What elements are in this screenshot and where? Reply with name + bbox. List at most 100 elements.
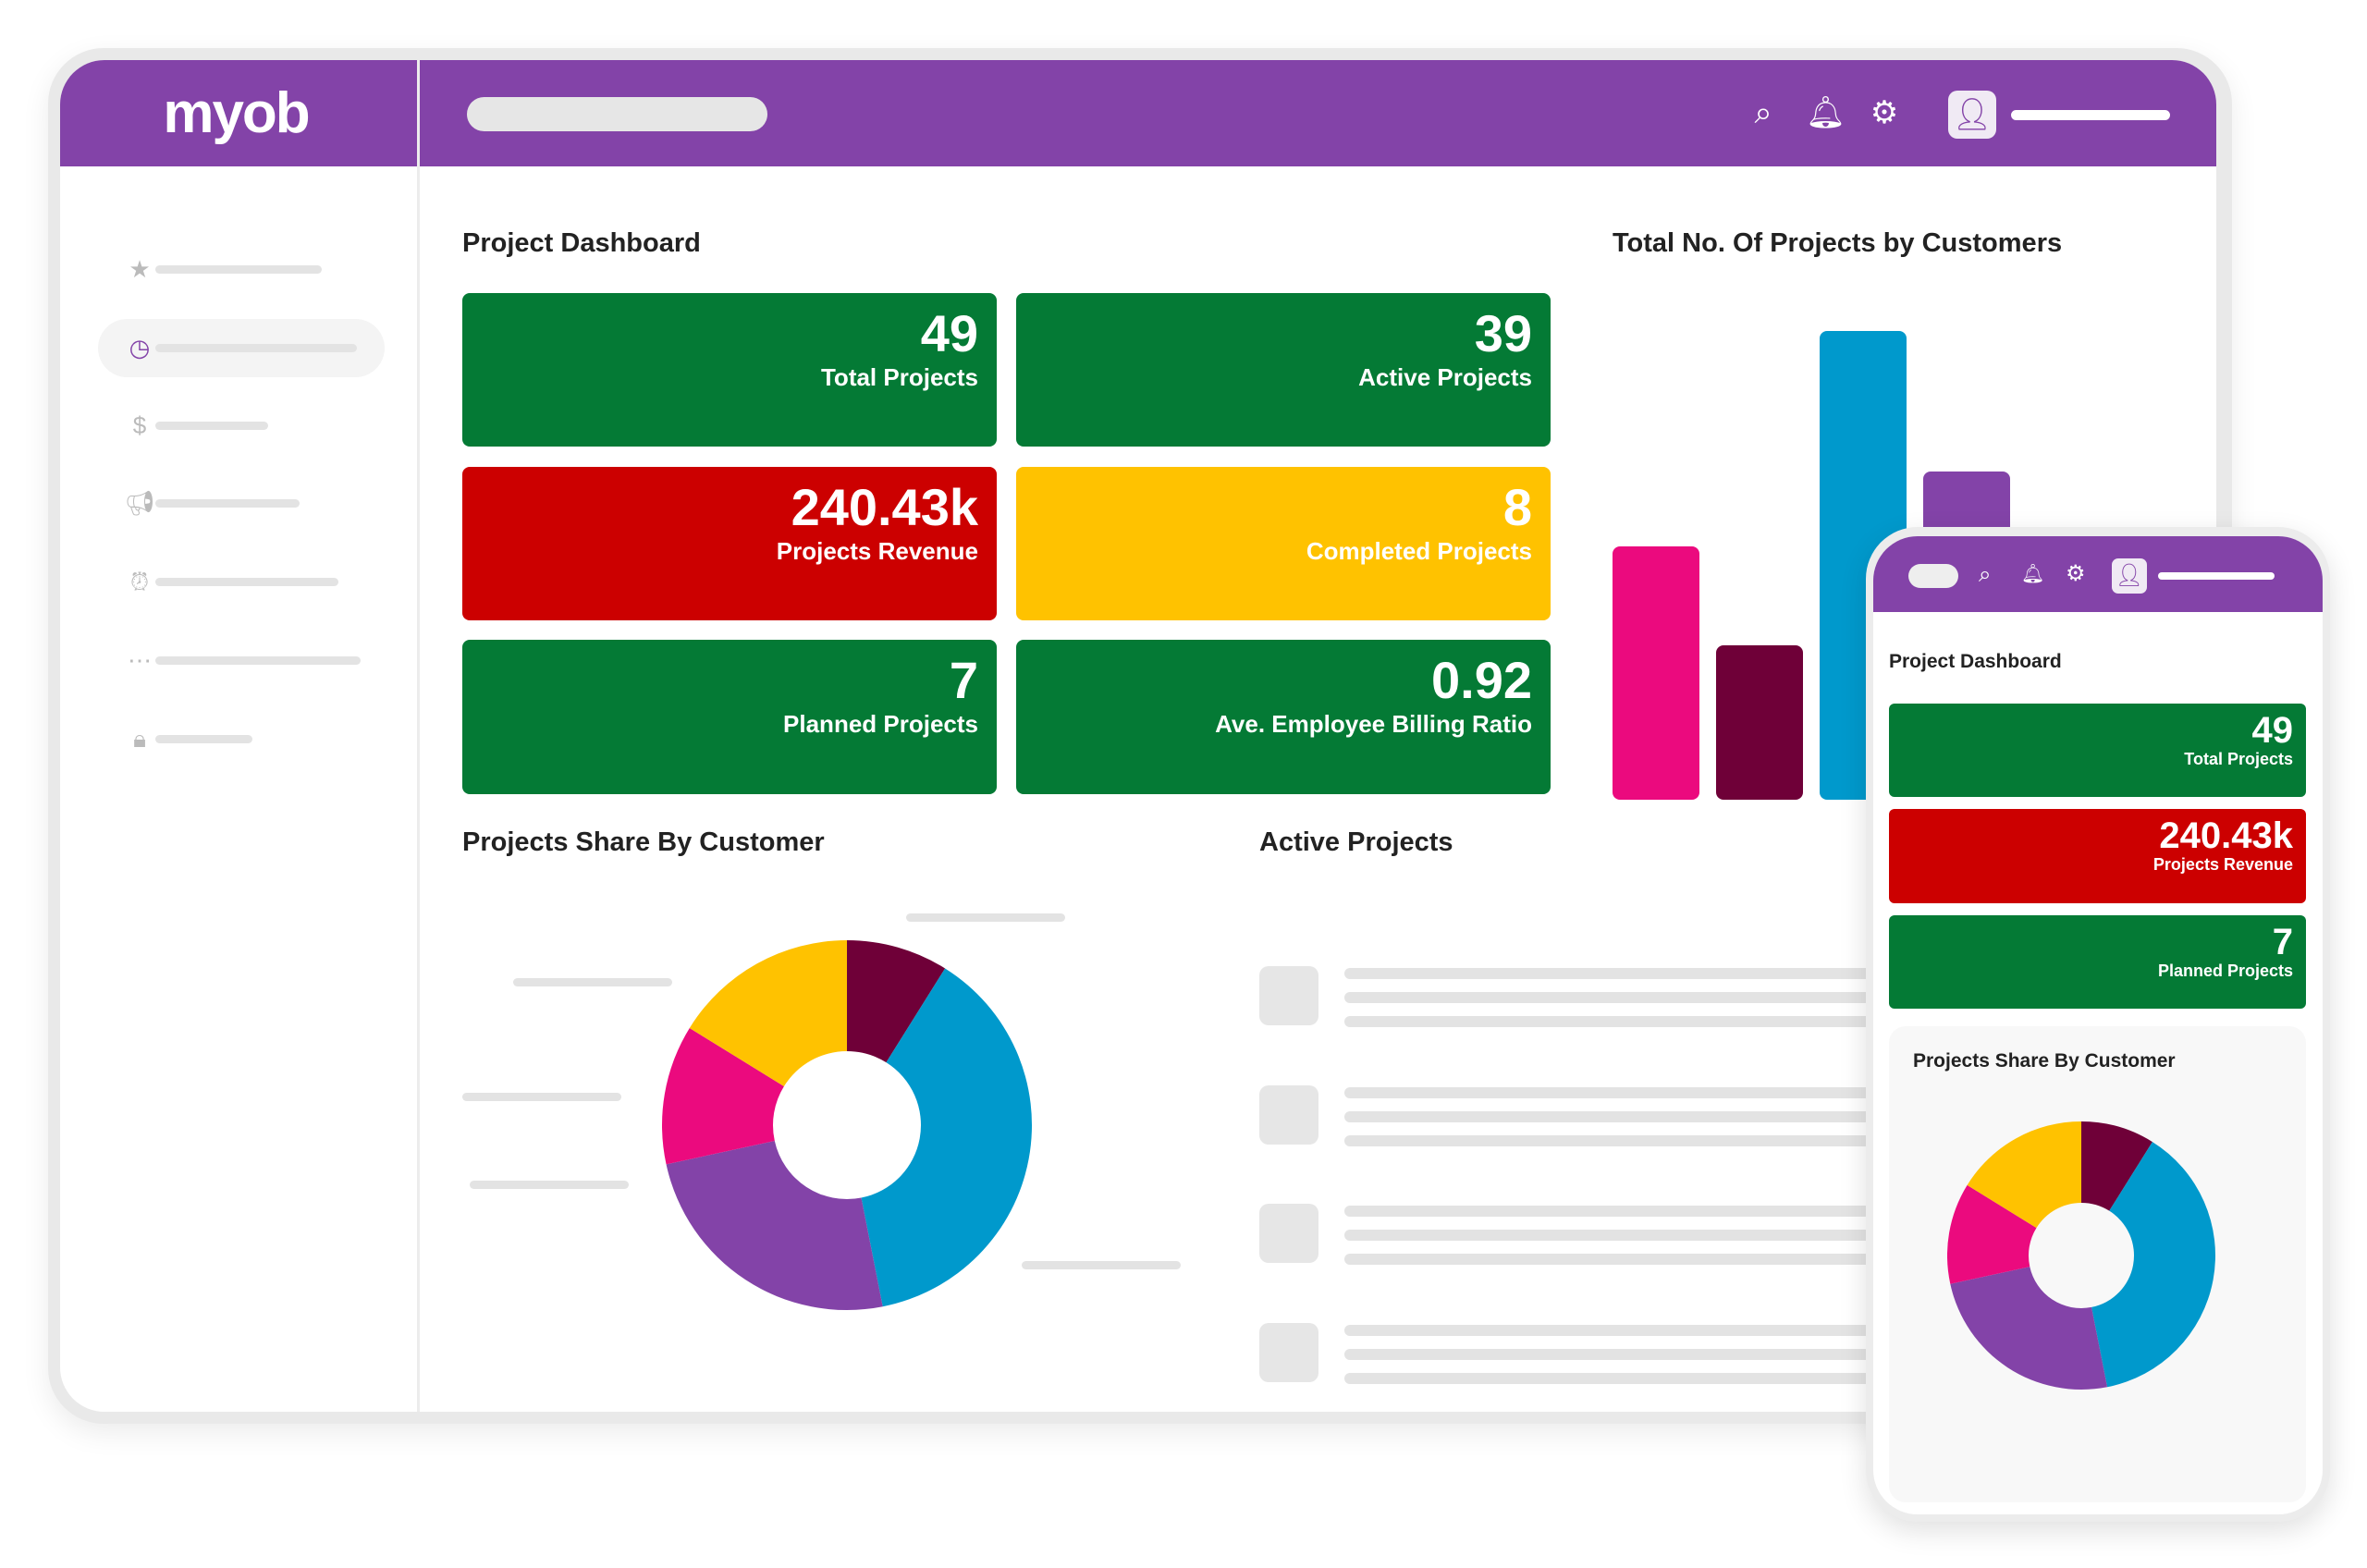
project-text-placeholder [1344,1111,1918,1122]
sidebar-item-recent[interactable]: ◷ [98,319,385,377]
project-thumbnail[interactable] [1259,966,1318,1025]
legend-placeholder [1022,1261,1181,1269]
kpi-card-planned-projects[interactable]: 7 Planned Projects [462,640,997,794]
kpi-label: Total Projects [820,363,978,391]
project-text-placeholder [1344,1230,1918,1241]
search-bar-placeholder[interactable] [467,97,767,131]
sidebar-item-security[interactable]: 🔒︎ [98,710,385,768]
kpi-label: Planned Projects [2157,962,2293,980]
top-bar: myob ⌕ 🔔︎ ⚙ 👤︎ [60,60,2216,166]
mobile-pie-title: Projects Share By Customer [1913,1050,2176,1072]
page-title: Project Dashboard [462,228,701,258]
kpi-label: Ave. Employee Billing Ratio [1215,710,1532,738]
kpi-label: Projects Revenue [2152,855,2293,874]
mobile-screen: ⌕ 🔔︎ ⚙ 👤︎ Project Dashboard 49 Total Proj… [1873,536,2323,1514]
kpi-value: 7 [949,651,978,709]
kpi-value: 0.92 [1431,651,1532,709]
kpi-label: Completed Projects [1306,537,1532,565]
myob-logo[interactable]: myob [163,81,310,145]
gear-icon[interactable]: ⚙ [2066,561,2086,586]
pie-slice-3[interactable] [1950,1267,2108,1390]
pie-slice-5[interactable] [1967,1121,2081,1229]
mobile-frame: ⌕ 🔔︎ ⚙ 👤︎ Project Dashboard 49 Total Proj… [1866,527,2330,1522]
project-text-placeholder [1344,1254,1918,1265]
pie-slice-1[interactable] [847,940,946,1063]
mobile-top-bar: ⌕ 🔔︎ ⚙ 👤︎ [1873,536,2323,612]
bar-1[interactable] [1613,546,1699,800]
legend-placeholder [470,1181,629,1189]
pie-slice-4[interactable] [1947,1184,2037,1284]
mobile-pie-chart [1947,1121,2215,1390]
mobile-kpi-total-projects[interactable]: 49 Total Projects [1889,704,2306,797]
pie-chart-title: Projects Share By Customer [462,827,825,857]
project-thumbnail[interactable] [1259,1204,1318,1263]
lock-icon: 🔒︎ [133,725,146,753]
project-text-placeholder [1344,1087,1918,1098]
sidebar-item-more[interactable]: ⋯ [98,631,385,690]
sidebar-item-finance[interactable]: $ [98,397,385,455]
user-name-placeholder [2011,110,2170,120]
clock-icon: ◷ [129,334,151,361]
bell-icon[interactable]: 🔔︎ [1806,95,1846,130]
mobile-page-title: Project Dashboard [1889,651,2062,672]
mobile-kpi-revenue[interactable]: 240.43k Projects Revenue [1889,809,2306,903]
dollar-icon: $ [132,411,147,439]
project-text-placeholder [1344,968,1918,979]
active-projects-title: Active Projects [1259,827,1453,857]
kpi-value: 8 [1502,478,1532,536]
project-text-placeholder [1344,1373,1918,1384]
kpi-label: Total Projects [2184,750,2293,768]
project-thumbnail[interactable] [1259,1085,1318,1145]
kpi-card-projects-revenue[interactable]: 240.43k Projects Revenue [462,467,997,620]
mobile-kpi-planned[interactable]: 7 Planned Projects [1889,915,2306,1009]
alarm-icon: ⏰︎ [129,568,150,595]
kpi-label: Planned Projects [783,710,978,738]
kpi-label: Projects Revenue [776,537,978,565]
user-avatar-icon[interactable]: 👤︎ [1948,91,1996,139]
kpi-value: 49 [2251,710,2294,751]
user-name-placeholder [2158,572,2275,580]
sidebar-divider [417,60,420,1412]
kpi-value: 49 [920,304,978,362]
kpi-label: Active Projects [1358,363,1532,391]
kpi-value: 240.43k [2159,815,2293,856]
kpi-value: 240.43k [791,478,978,536]
project-text-placeholder [1344,1016,1918,1027]
bar-2[interactable] [1716,644,1803,800]
kpi-value: 39 [1474,304,1532,362]
gear-icon[interactable]: ⚙ [1870,95,1899,130]
project-text-placeholder [1344,1349,1918,1360]
pie-slice-4[interactable] [662,1027,784,1165]
kpi-card-completed-projects[interactable]: 8 Completed Projects [1016,467,1551,620]
legend-placeholder [462,1093,621,1101]
pie-slice-1[interactable] [2081,1121,2152,1211]
kpi-card-billing-ratio[interactable]: 0.92 Ave. Employee Billing Ratio [1016,640,1551,794]
pie-slice-2[interactable] [861,968,1032,1307]
megaphone-icon: 📢︎ [124,489,155,517]
kpi-card-total-projects[interactable]: 49 Total Projects [462,293,997,447]
mobile-menu-pill[interactable] [1908,564,1958,588]
kpi-value: 7 [2272,922,2293,962]
bell-icon[interactable]: 🔔︎ [2021,564,2045,584]
sidebar-item-announcements[interactable]: 📢︎ [98,474,385,533]
pie-chart [662,940,1032,1310]
legend-placeholder [513,978,672,986]
project-thumbnail[interactable] [1259,1323,1318,1382]
mobile-pie-panel: Projects Share By Customer [1889,1026,2306,1502]
pie-slice-2[interactable] [2091,1142,2215,1388]
project-text-placeholder [1344,1135,1918,1146]
pie-slice-3[interactable] [666,1140,883,1310]
search-icon[interactable]: ⌕ [1979,562,1992,587]
search-icon[interactable]: ⌕ [1754,95,1772,130]
legend-placeholder [906,913,1065,922]
project-text-placeholder [1344,1325,1918,1336]
user-avatar-icon[interactable]: 👤︎ [2112,558,2147,594]
sidebar-item-reminders[interactable]: ⏰︎ [98,553,385,611]
project-text-placeholder [1344,1206,1918,1217]
star-icon: ★ [129,255,151,283]
project-text-placeholder [1344,992,1918,1003]
kpi-card-active-projects[interactable]: 39 Active Projects [1016,293,1551,447]
sidebar-item-favorites[interactable]: ★ [98,240,385,299]
pie-slice-5[interactable] [689,940,847,1086]
more-icon: ⋯ [128,646,152,674]
